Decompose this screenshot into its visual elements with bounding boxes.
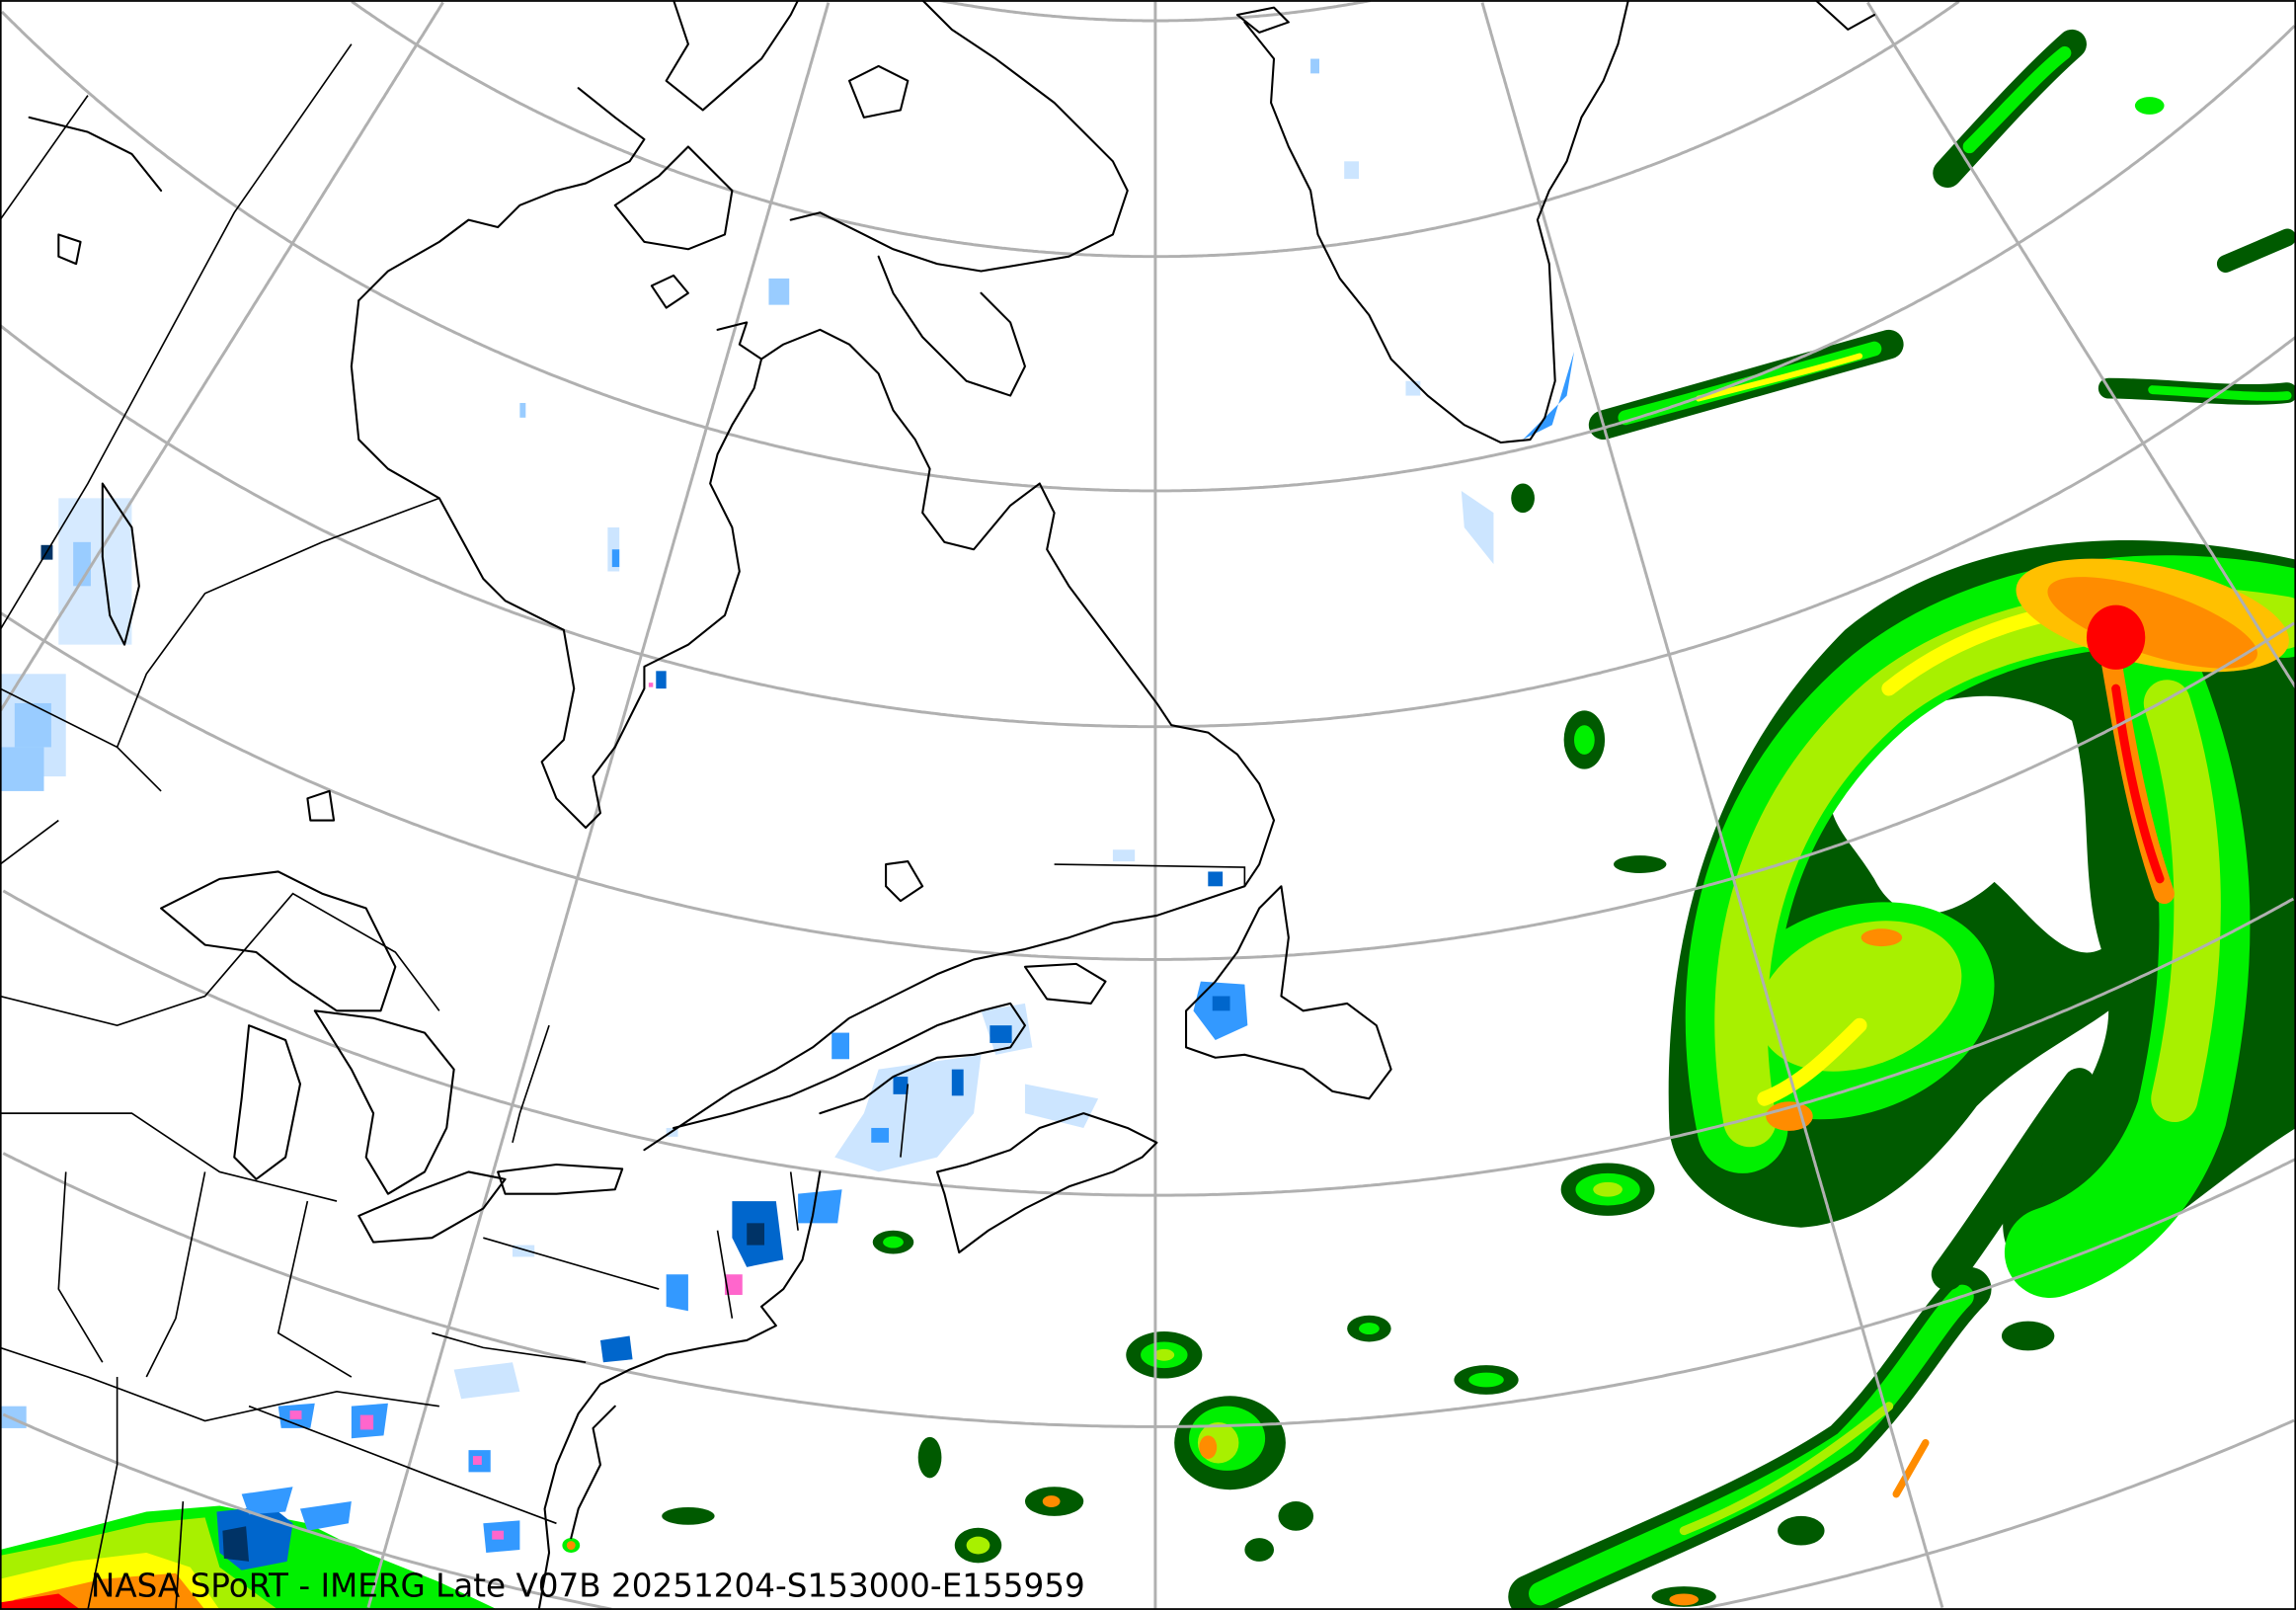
ne-streak-green <box>1962 45 2072 154</box>
parallel-line <box>2 1412 2295 1610</box>
snow-areas <box>0 58 1574 1553</box>
southwest-rain-area <box>0 1501 499 1610</box>
meridian-line <box>1480 2 1944 1608</box>
nova-scotia-coast <box>935 1112 1158 1254</box>
newfoundland-coast <box>1185 885 1392 1100</box>
lake-superior <box>160 870 397 1012</box>
meridian-line <box>0 1 444 711</box>
east-streak-green <box>2148 385 2292 401</box>
band-yellow-green <box>1679 1402 1894 1536</box>
new-england-coast <box>537 1170 822 1610</box>
lake-ontario <box>497 1163 624 1195</box>
foxe-basin-coast <box>665 0 800 112</box>
band-dark-green <box>1508 1266 1992 1610</box>
right-edge-streak <box>2216 228 2296 274</box>
storm-red-stripe <box>2111 684 2165 884</box>
rain-patch <box>1511 483 1535 514</box>
arctic-island <box>1235 6 1290 34</box>
ungava-labrador-coast <box>643 328 1276 1152</box>
storm-ne-orange <box>2047 577 2257 669</box>
parallel-line <box>0 324 2296 729</box>
atlantic-storm-system <box>1668 540 2296 1298</box>
arctic-island <box>650 274 689 309</box>
gulf-south-shore <box>673 1002 1026 1129</box>
storm-east-arm-yellow-green <box>2143 680 2221 1123</box>
reindeer-lake <box>57 233 82 266</box>
parallel-line <box>0 611 2296 961</box>
storm-center-yellow-green <box>1757 921 1962 1072</box>
storm-red-core <box>2086 604 2146 670</box>
greenland-west-coast <box>1243 0 1629 444</box>
baffin-island-west <box>877 255 1026 397</box>
northern-rain-bands <box>1511 29 2296 514</box>
lake-erie <box>357 1170 507 1244</box>
storm-sw-yellow <box>1757 1017 1867 1106</box>
arctic-island <box>28 116 163 193</box>
parallel-line <box>0 10 2296 493</box>
band-east-dark-green <box>1931 1068 2096 1291</box>
southampton-island <box>613 145 734 251</box>
greenland-band-yellow <box>1696 353 1863 402</box>
delaware-chesapeake-coast <box>570 1405 616 1540</box>
hudson-bay-coast <box>350 299 763 830</box>
mistassini-lake <box>885 860 924 903</box>
greenland-east-edge <box>1814 0 1875 31</box>
arctic-island <box>847 64 910 119</box>
meridian-line <box>1866 1 2296 689</box>
coastlines <box>28 0 1875 1610</box>
scattered-rain-cells <box>562 710 2055 1607</box>
hudson-north-coast <box>357 87 646 302</box>
precipitation-layer <box>0 29 2296 1610</box>
lake-huron <box>313 1009 455 1195</box>
band-orange <box>1892 1439 1930 1498</box>
storm-center-orange <box>1861 928 1903 947</box>
baffin-island-coast <box>789 0 1129 273</box>
parallel-line <box>2 1152 2296 1428</box>
storm-sw-orange <box>1766 1101 1813 1131</box>
parallel-line <box>2 889 2295 1197</box>
lake-michigan <box>233 1024 302 1180</box>
map-caption: NASA SPoRT - IMERG Late V07B 20251204-S1… <box>91 1567 1085 1604</box>
rain-patch <box>2134 97 2165 115</box>
lake-winnipeg <box>101 482 140 646</box>
anticosti-island <box>1023 962 1107 1005</box>
lake-nipigon <box>306 789 336 822</box>
political-borders <box>0 43 1246 1610</box>
southern-rain-band <box>1508 1068 2096 1610</box>
